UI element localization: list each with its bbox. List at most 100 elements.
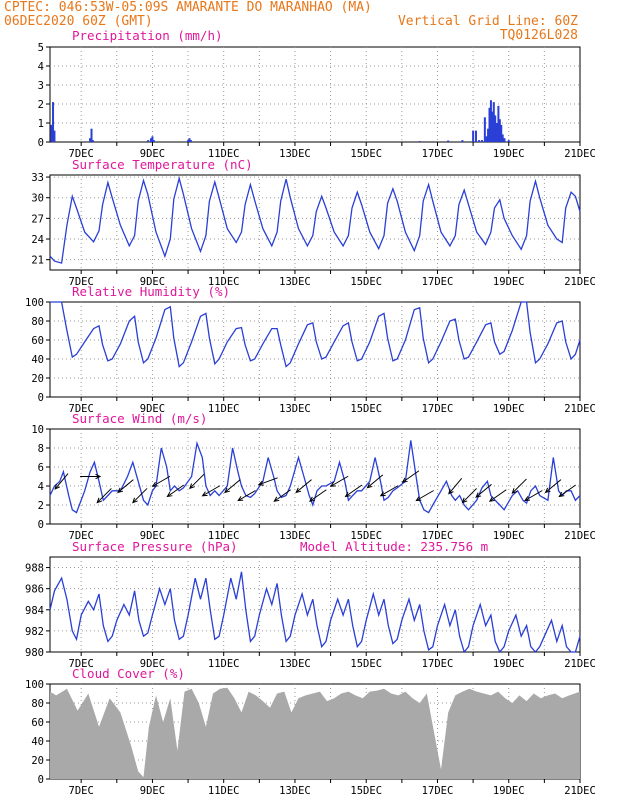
precipitation-bar [494, 115, 497, 142]
precipitation-bar [89, 138, 92, 142]
temperature-title: Surface Temperature (nC) [72, 157, 253, 172]
humidity-xtick-label: 11DEC [208, 403, 240, 415]
temperature-xtick-label: 7DEC [69, 276, 94, 288]
wind-arrow-shaft [345, 484, 363, 497]
humidity-ytick-label: 0 [38, 392, 44, 404]
wind-arrow-shaft [545, 479, 562, 493]
wind-arrow-shaft [167, 484, 185, 497]
wind-xtick-label: 9DEC [140, 530, 165, 542]
precipitation-bar [503, 138, 506, 142]
precipitation-bar [501, 134, 504, 142]
wind-xtick-label: 19DEC [493, 530, 525, 542]
wind-arrow [151, 475, 171, 487]
wind-arrow-shaft [380, 485, 399, 497]
wind-arrow [344, 484, 363, 498]
wind-xtick-label: 15DEC [350, 530, 382, 542]
wind-arrow-head [237, 496, 244, 502]
wind-arrow [461, 488, 477, 504]
precipitation-bar [495, 123, 498, 142]
humidity-ytick-label: 60 [31, 335, 44, 347]
wind-arrow-shaft [96, 488, 112, 503]
pressure-ytick-label: 984 [25, 605, 44, 617]
wind-arrow-head [401, 477, 408, 483]
wind-ytick-label: 8 [38, 443, 44, 455]
precipitation-bar [483, 117, 486, 142]
temperature-xtick-label: 9DEC [140, 276, 165, 288]
precipitation-bar [488, 107, 491, 142]
header-model-code: TQ0126L028 [500, 28, 578, 43]
wind-arrow [401, 470, 420, 483]
precipitation-bar [481, 140, 484, 142]
wind-arrow [224, 479, 241, 494]
wind-arrow [237, 490, 256, 502]
humidity-xtick-label: 9DEC [140, 403, 165, 415]
humidity-xtick-label: 17DEC [422, 403, 454, 415]
wind-arrow-shaft [462, 488, 477, 503]
wind-arrow-shaft [367, 474, 384, 489]
precipitation-bar [492, 102, 495, 142]
wind-arrow-head [117, 487, 124, 494]
humidity-ytick-label: 100 [25, 297, 44, 309]
wind-arrow-head [308, 496, 315, 502]
humidity-xtick-label: 21DEC [564, 403, 596, 415]
wind-arrow [558, 484, 577, 498]
wind-arrow-shaft [258, 477, 278, 486]
cloud-cover-xtick-label: 17DEC [422, 785, 454, 797]
humidity-xtick-label: 19DEC [493, 403, 525, 415]
humidity-series-line [50, 301, 581, 368]
wind-arrow-head [201, 491, 208, 497]
humidity-ytick-label: 80 [31, 316, 44, 328]
wind-arrow-head [488, 496, 495, 502]
precipitation-bar [150, 138, 153, 142]
wind-arrow-shaft [559, 484, 577, 497]
cloud-cover-area [50, 687, 580, 779]
cloud-cover-xtick-label: 15DEC [350, 785, 382, 797]
humidity-ytick-label: 20 [31, 373, 44, 385]
pressure-xtick-label: 9DEC [140, 658, 165, 670]
cloud-cover-ytick-label: 40 [31, 736, 44, 748]
precipitation-bar [485, 136, 488, 142]
header-grid-note: Vertical Grid Line: 60Z [398, 14, 578, 29]
humidity-frame [49, 301, 581, 398]
precipitation-bar [50, 124, 53, 142]
wind-arrow [366, 474, 384, 489]
wind-arrow-head [54, 483, 60, 490]
wind-xtick-label: 11DEC [208, 530, 240, 542]
wind-arrow [80, 473, 102, 480]
precipitation-bar [53, 130, 56, 142]
wind-arrow-head [189, 483, 195, 490]
pressure-xtick-label: 11DEC [208, 658, 240, 670]
wind-arrow-shaft [309, 489, 327, 502]
precipitation-bar [189, 140, 192, 142]
wind-xtick-label: 13DEC [279, 530, 311, 542]
wind-arrow [54, 473, 69, 490]
precipitation-bar [478, 140, 481, 142]
precipitation-ytick-label: 2 [38, 99, 44, 111]
wind-xtick-label: 7DEC [69, 530, 94, 542]
wind-arrow [475, 483, 492, 498]
wind-arrow-head [329, 481, 336, 487]
wind-xtick-label: 17DEC [422, 530, 454, 542]
wind-ytick-label: 6 [38, 462, 44, 474]
humidity-panel: 0 20 40 60 80 100 7DEC 9DEC 11DEC 13DEC 15DEC 17DEC… [25, 297, 596, 415]
precipitation-ytick-label: 4 [38, 61, 44, 73]
cloud-cover-xtick-label: 7DEC [69, 785, 94, 797]
wind-arrow [117, 479, 134, 494]
temperature-xtick-label: 13DEC [279, 276, 311, 288]
precipitation-bar [487, 128, 490, 142]
wind-xtick-label: 21DEC [564, 530, 596, 542]
wind-arrow [448, 478, 463, 495]
wind-arrow [273, 489, 291, 502]
cloud-cover-ytick-label: 100 [25, 679, 44, 691]
pressure-frame [49, 556, 581, 653]
wind-arrow-shaft [524, 490, 543, 501]
pressure-ytick-label: 980 [25, 647, 44, 659]
precipitation-bar [187, 140, 190, 142]
wind-arrow-head [461, 497, 468, 504]
wind-arrow-head [224, 487, 230, 494]
wind-arrow-head [558, 491, 565, 498]
pressure-xtick-label: 17DEC [422, 658, 454, 670]
wind-panel: 0 2 4 6 8 10 7DEC 9DEC 11DEC 13DEC 15DEC 17DEC 19DEC… [31, 424, 595, 542]
wind-title: Surface Wind (m/s) [72, 411, 207, 426]
